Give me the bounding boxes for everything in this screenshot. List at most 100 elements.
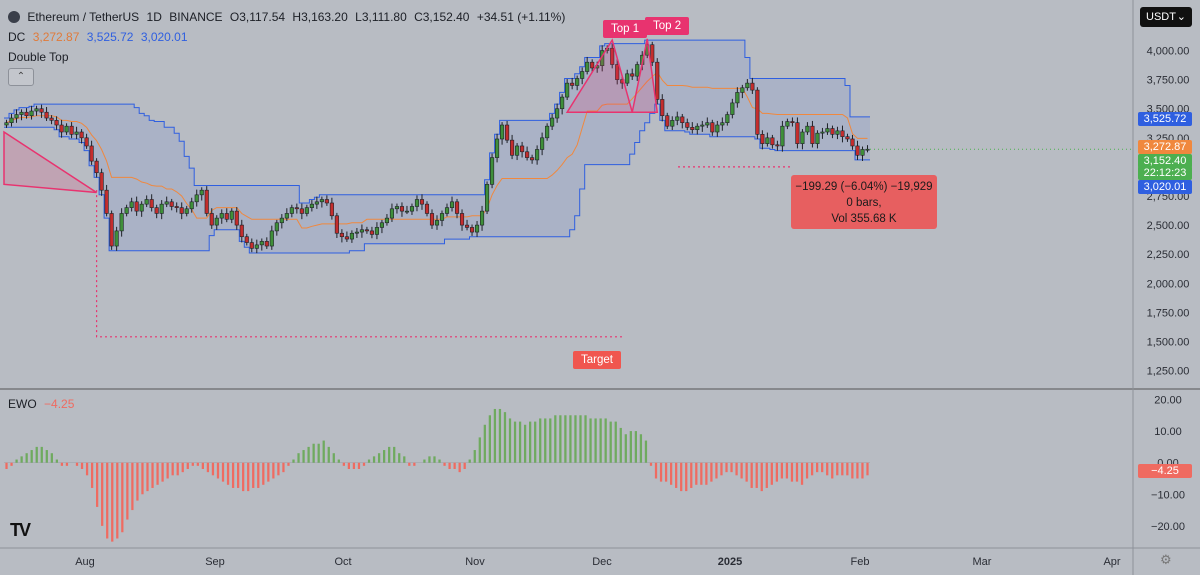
- collapse-legend-button[interactable]: ⌃: [8, 68, 34, 86]
- dc-legend[interactable]: DC 3,272.87 3,525.72 3,020.01: [8, 30, 192, 44]
- candle-body: [254, 244, 259, 249]
- candle-body: [249, 242, 254, 249]
- candle-body: [9, 117, 14, 123]
- candle-body: [204, 189, 209, 214]
- candle-body: [665, 115, 670, 127]
- double-top-pattern: [565, 38, 659, 113]
- candle-body: [179, 207, 184, 214]
- candle-body: [174, 206, 179, 208]
- candle-body: [379, 222, 384, 228]
- candle-body: [635, 64, 640, 77]
- time-tick-label: Apr: [1103, 556, 1120, 568]
- candle-body: [625, 73, 630, 84]
- price-tick-label: 2,250.00: [1147, 249, 1190, 261]
- candle-body: [725, 114, 730, 123]
- candle-body: [329, 202, 334, 217]
- candle-body: [444, 207, 450, 214]
- exchange: BINANCE: [169, 10, 223, 24]
- candle-body: [139, 203, 144, 212]
- candle-body: [219, 213, 224, 219]
- candle-body: [374, 227, 379, 235]
- candle-body: [224, 213, 229, 220]
- candle-body: [389, 208, 394, 219]
- candle-body: [585, 61, 590, 72]
- candle-body: [354, 231, 359, 234]
- price-tick-label: 3,750.00: [1147, 75, 1190, 87]
- candle-body: [339, 232, 344, 238]
- candle-body: [469, 227, 475, 233]
- candle-body: [359, 229, 364, 233]
- time-tick-label: Mar: [973, 556, 992, 568]
- candle-body: [840, 130, 845, 137]
- candle-body: [780, 125, 785, 147]
- candle-body: [69, 125, 74, 135]
- candle-body: [560, 96, 565, 110]
- candle-body: [490, 157, 495, 185]
- prior-pattern-shape: [3, 130, 98, 194]
- candle-body: [505, 124, 510, 141]
- measure-volume: Vol 355.68 K: [831, 213, 897, 225]
- time-tick-label: Aug: [75, 556, 95, 568]
- candle-body: [740, 87, 745, 93]
- candle-body: [239, 224, 244, 238]
- candle-body: [705, 122, 710, 126]
- candle-body: [19, 111, 24, 115]
- candle-body: [590, 61, 595, 69]
- time-tick-label: Sep: [205, 556, 225, 568]
- candle-body: [685, 122, 690, 128]
- candle-body: [820, 131, 825, 134]
- candle-body: [815, 132, 820, 144]
- candle-body: [760, 134, 765, 144]
- candle-body: [755, 89, 760, 135]
- pattern-legend[interactable]: Double Top: [8, 50, 73, 64]
- candle-body: [855, 145, 860, 156]
- candle-body: [735, 92, 740, 104]
- candle-body: [84, 137, 89, 147]
- candle-body: [284, 213, 289, 219]
- candle-body: [745, 82, 750, 89]
- ewo-value: −4.25: [44, 397, 75, 411]
- measure-bars: 0 bars,: [846, 197, 882, 209]
- candle-body: [715, 124, 720, 133]
- candle-body: [474, 224, 480, 233]
- candle-body: [184, 208, 189, 214]
- ewo-name: EWO: [8, 397, 37, 411]
- target-label: Target: [573, 351, 621, 369]
- candle-body: [164, 201, 169, 205]
- candle-body: [429, 213, 435, 226]
- gear-icon[interactable]: ⚙: [1160, 552, 1172, 567]
- candle-body: [259, 241, 264, 246]
- symbol-name[interactable]: Ethereum / TetherUS: [27, 10, 140, 24]
- interval[interactable]: 1D: [146, 10, 162, 24]
- close-value: C3,152.40: [414, 10, 470, 24]
- top2-label: Top 2: [645, 17, 690, 35]
- candle-body: [414, 199, 420, 207]
- candle-body: [29, 110, 34, 117]
- candle-body: [134, 201, 139, 212]
- candle-body: [369, 230, 374, 235]
- top1-label: Top 1: [603, 20, 648, 38]
- candle-body: [124, 207, 129, 214]
- candle-body: [805, 125, 810, 133]
- candle-body: [214, 217, 219, 226]
- candle-body: [279, 217, 284, 224]
- candle-body: [299, 208, 304, 214]
- candle-body: [610, 47, 615, 65]
- tradingview-logo[interactable]: TV: [10, 520, 31, 540]
- price-tick-label: 2,000.00: [1147, 278, 1190, 290]
- candle-body: [194, 194, 199, 203]
- candle-body: [575, 78, 580, 86]
- candle-body: [199, 189, 204, 196]
- ewo-tick-label: −10.00: [1151, 489, 1185, 501]
- candle-body: [104, 189, 109, 214]
- candle-body: [850, 138, 855, 147]
- candle-body: [189, 201, 194, 210]
- currency-selector[interactable]: USDT ⌄: [1140, 7, 1192, 27]
- dc-basis-price-tag: 3,272.87: [1138, 140, 1192, 154]
- dc-name: DC: [8, 30, 26, 44]
- ewo-legend[interactable]: EWO −4.25: [8, 397, 78, 411]
- candle-body: [660, 99, 665, 117]
- price-tick-label: 1,250.00: [1147, 366, 1190, 378]
- candle-body: [334, 215, 339, 234]
